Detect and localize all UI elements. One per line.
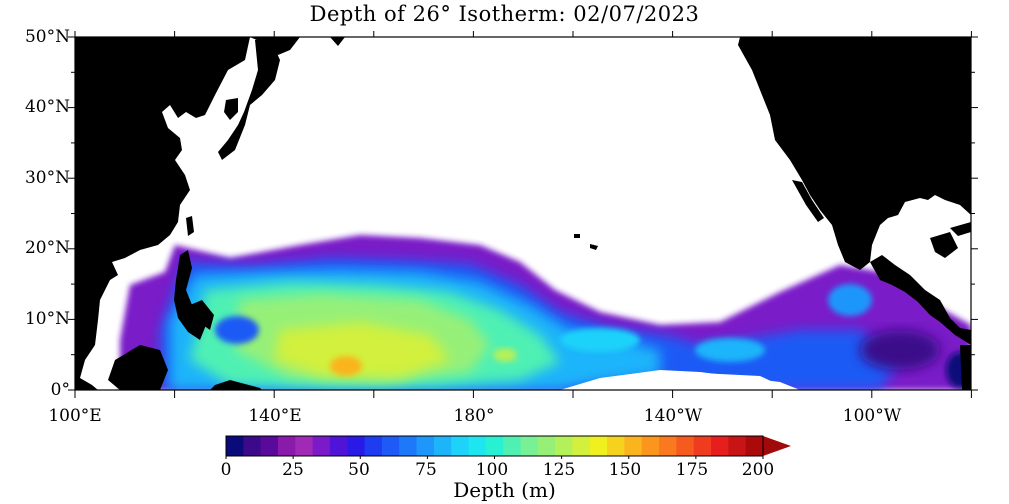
colorbar-swatch — [624, 436, 643, 456]
colorbar-swatch — [277, 436, 296, 456]
x-tick-label: 180° — [453, 406, 495, 426]
colorbar-swatch — [295, 436, 314, 456]
colorbar-swatch — [641, 436, 660, 456]
map-title: Depth of 26° Isotherm: 02/07/2023 — [309, 2, 700, 26]
y-tick-label: 0° — [50, 380, 70, 400]
colorbar-swatch — [745, 436, 764, 456]
colorbar-tick-label: 125 — [542, 460, 576, 480]
colorbar-tick-label: 25 — [282, 460, 304, 480]
colorbar-swatch — [381, 436, 400, 456]
colorbar-swatch — [243, 436, 262, 456]
colorbar-swatch — [572, 436, 591, 456]
y-tick-label: 20°N — [24, 238, 70, 258]
colorbar-swatch — [451, 436, 470, 456]
colorbar-swatch — [659, 436, 677, 456]
colorbar — [225, 435, 791, 459]
landmass — [75, 37, 971, 390]
colorbar-swatch — [468, 436, 487, 456]
colorbar-tick-label: 50 — [348, 460, 370, 480]
colorbar-swatch — [433, 436, 452, 456]
colorbar-swatch — [312, 436, 331, 456]
axis-ticks — [68, 31, 978, 398]
colorbar-swatch — [485, 436, 504, 456]
colorbar-swatch — [555, 436, 573, 456]
colorbar-swatch — [329, 436, 348, 456]
y-tick-label: 50°N — [24, 27, 70, 47]
colorbar-swatch — [226, 436, 244, 456]
colorbar-swatch — [520, 436, 539, 456]
colorbar-swatch — [260, 436, 279, 456]
colorbar-tick-label: 0 — [220, 460, 232, 480]
colorbar-tick-label: 200 — [741, 460, 775, 480]
colorbar-swatch — [607, 436, 625, 456]
colorbar-swatch — [589, 436, 608, 456]
x-tick-label: 100°W — [842, 406, 902, 426]
colorbar-swatch — [537, 436, 556, 456]
colorbar-tick-label: 75 — [415, 460, 437, 480]
colorbar-swatch — [399, 436, 418, 456]
colorbar-swatch — [693, 436, 712, 456]
colorbar-swatch — [416, 436, 435, 456]
colorbar-swatch — [711, 436, 729, 456]
x-tick-label: 140°E — [248, 406, 302, 426]
y-tick-label: 10°N — [24, 309, 70, 329]
colorbar-swatch — [676, 436, 695, 456]
colorbar-title: Depth (m) — [453, 478, 556, 502]
x-tick-label: 140°W — [643, 406, 703, 426]
colorbar-tick-label: 150 — [608, 460, 642, 480]
colorbar-swatch — [728, 436, 747, 456]
y-tick-label: 30°N — [24, 168, 70, 188]
depth-field — [75, 37, 971, 390]
colorbar-tick-label: 100 — [475, 460, 509, 480]
colorbar-swatch — [347, 436, 366, 456]
colorbar-swatch — [503, 436, 521, 456]
x-tick-label: 100°E — [48, 406, 102, 426]
colorbar-swatch — [364, 436, 383, 456]
y-tick-label: 40°N — [24, 97, 70, 117]
colorbar-tick-label: 175 — [675, 460, 709, 480]
colorbar-overflow-arrow — [763, 436, 791, 456]
